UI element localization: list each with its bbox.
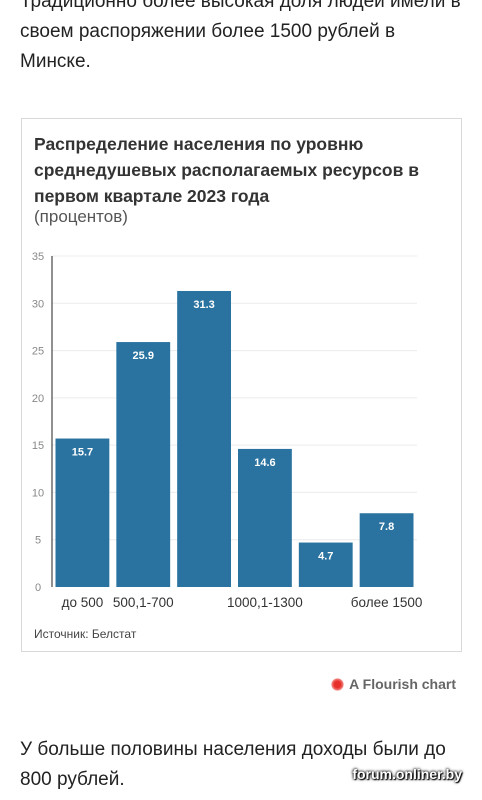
x-tick-label: до 500 [62, 595, 104, 610]
data-label: 7.8 [379, 521, 394, 533]
data-label: 15.7 [72, 447, 93, 459]
data-label: 31.3 [193, 299, 214, 311]
site-watermark: forum.onliner.by [352, 766, 462, 782]
y-tick-label: 20 [32, 393, 44, 405]
bar [359, 513, 414, 587]
data-label: 14.6 [254, 457, 275, 469]
flourish-logo-icon [331, 677, 345, 691]
y-tick-label: 15 [32, 440, 44, 452]
y-tick-label: 35 [32, 251, 44, 263]
x-tick-label: 500,1-700 [113, 595, 174, 610]
article-paragraph-top: Традиционно более высокая доля людей име… [20, 0, 461, 72]
bar [298, 542, 353, 587]
flourish-credit-link[interactable]: A Flourish chart [331, 676, 456, 692]
chart-title: Распределение населения по уровню средне… [34, 134, 419, 206]
y-tick-label: 5 [35, 535, 41, 547]
data-label: 4.7 [318, 551, 333, 563]
y-tick-label: 30 [32, 298, 44, 310]
flourish-credit-label: A Flourish chart [349, 676, 456, 692]
bar-chart: 0 5 10 15 20 25 30 35 15.7 до 500 25.9 500,1-700 31.… [32, 251, 423, 610]
chart-subtitle: (процентов) [34, 207, 128, 226]
bar [116, 342, 171, 587]
y-tick-label: 0 [35, 582, 41, 594]
bar [55, 438, 110, 587]
x-tick-label: более 1500 [351, 595, 423, 610]
bar [177, 290, 231, 587]
chart-source: Источник: Белстат [34, 627, 137, 641]
article-paragraph-bottom: У больше половины населения доходы были … [20, 739, 446, 790]
y-tick-label: 25 [32, 346, 44, 358]
bar [238, 448, 292, 587]
data-label: 25.9 [133, 350, 154, 362]
chart-card: Распределение населения по уровню средне… [21, 118, 462, 652]
x-tick-label: 1000,1-1300 [227, 595, 303, 610]
y-tick-label: 10 [32, 487, 44, 499]
